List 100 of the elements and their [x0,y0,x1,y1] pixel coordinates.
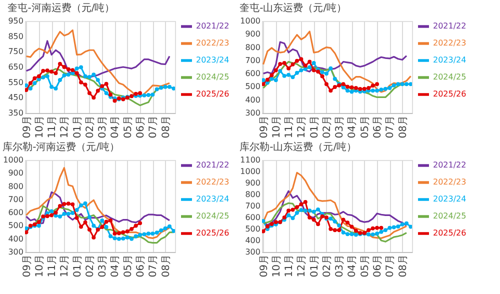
legend-label: 2024/25 [433,72,466,82]
x-tick-label: 02月 [84,254,96,278]
legend-label: 2025/26 [196,228,230,238]
point [320,70,324,74]
point [299,202,304,206]
chart-title: 库尔勒-山东运费（元/吨） [240,141,357,153]
point [274,68,278,72]
point [265,80,270,85]
legend-label: 2024/25 [196,72,230,82]
x-tick-label: 03月 [98,254,109,278]
point [74,66,79,71]
point [154,230,159,235]
point [375,226,380,230]
point [341,82,346,86]
y-tick-label: 400 [8,234,24,244]
point [146,232,150,236]
x-tick-label: 03月 [334,254,346,278]
chart-title: 奎屯-山东运费（元/吨） [240,2,347,14]
point [172,86,175,90]
point [58,214,62,219]
point [262,229,266,234]
point [366,86,371,90]
x-tick-label: 12月 [60,254,71,278]
point [83,220,88,224]
point [25,88,28,92]
point [25,230,28,234]
point [62,212,66,216]
y-tick-label: 300 [245,108,260,118]
point [303,64,308,68]
point [408,82,412,86]
y-tick-label: 300 [8,248,24,256]
point [290,208,295,212]
point [379,230,384,234]
x-tick-label: 08月 [398,116,409,138]
point [112,98,117,103]
point [362,86,366,91]
point [36,220,41,224]
y-tick-label: 900 [245,30,260,39]
point [50,213,54,218]
point [112,232,117,236]
point [100,225,104,230]
y-tick-label: 1000 [240,16,260,26]
y-tick-label: 550 [8,78,24,87]
point [62,202,66,206]
point [50,209,54,214]
point [168,224,172,228]
point [262,218,266,223]
text: 2023/24 [196,194,230,204]
point [332,220,337,224]
x-tick-label: 05月 [360,116,371,138]
point [328,66,333,70]
legend-label: 2021/22 [433,22,466,30]
point [404,82,409,86]
point [70,210,75,215]
point [404,221,409,226]
point [396,82,400,86]
point [350,90,354,94]
point [74,208,79,212]
point [328,88,333,93]
point [316,207,320,212]
point [134,224,138,228]
x-tick-label: 10月 [271,254,282,278]
point [125,229,130,234]
y-tick-label: 750 [8,47,24,56]
legend-label: 2024/25 [433,212,466,220]
point [58,62,62,66]
point [66,67,70,72]
point [150,232,155,236]
x-tick-label: 02月 [84,116,96,138]
y-tick-label: 700 [8,194,24,204]
point [303,66,308,71]
x-tick-label: 11月 [47,116,58,138]
x-tick-label: 05月 [122,116,134,138]
point [45,68,50,73]
point [92,236,96,240]
point [337,228,342,232]
x-tick-label: 06月 [136,254,147,278]
point [312,218,316,222]
point [58,204,62,208]
x-tick-label: 07月 [148,254,160,278]
y-tick-label: 400 [245,236,260,245]
point [41,68,46,73]
point [379,226,384,230]
x-tick-label: 12月 [296,116,308,138]
legend-label: 2024/25 [196,212,230,220]
point [294,205,299,210]
point [134,234,138,238]
point [396,224,400,228]
point [154,87,159,92]
point [79,224,84,229]
point [36,224,41,228]
x-tick-label: 11月 [284,254,296,278]
x-tick-label: 04月 [347,116,358,138]
point [286,213,291,218]
y-tick-label: 500 [245,224,260,234]
point [66,72,70,77]
x-tick-label: 07月 [385,254,396,278]
line-series [25,167,170,239]
point [366,232,371,236]
x-tick-label: 11月 [284,116,296,138]
